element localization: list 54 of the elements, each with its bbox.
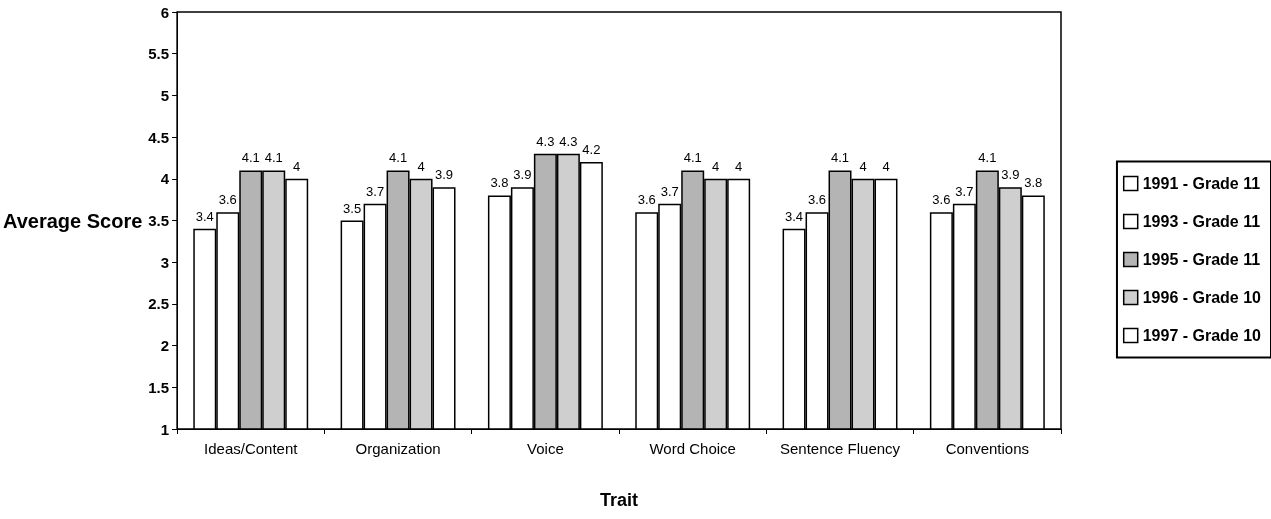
y-tick-label: 4.5 bbox=[148, 128, 170, 146]
x-tick-label: Word Choice bbox=[649, 439, 736, 457]
data-label: 3.6 bbox=[932, 192, 951, 208]
y-tick-label: 4 bbox=[160, 170, 170, 188]
data-label: 4.1 bbox=[241, 150, 260, 166]
data-label: 3.4 bbox=[785, 208, 804, 224]
legend-label: 1995 - Grade 11 bbox=[1142, 251, 1261, 268]
y-tick-label: 3.5 bbox=[148, 212, 170, 229]
x-axis-title: Trait bbox=[600, 490, 639, 510]
data-label: 3.9 bbox=[513, 167, 532, 183]
data-label: 3.6 bbox=[218, 192, 237, 208]
x-tick-label: Conventions bbox=[945, 439, 1030, 457]
data-label: 4 bbox=[712, 158, 720, 174]
y-tick-label: 2 bbox=[160, 337, 170, 355]
data-label: 4.1 bbox=[683, 150, 702, 166]
x-tick-label: Voice bbox=[527, 439, 564, 457]
x-tick-label: Sentence Fluency bbox=[779, 439, 901, 457]
data-label: 3.9 bbox=[1001, 167, 1020, 183]
y-tick-label: 2.5 bbox=[148, 295, 170, 313]
legend-label: 1996 - Grade 10 bbox=[1142, 289, 1262, 306]
y-tick-label: 6 bbox=[160, 3, 170, 21]
data-label: 4 bbox=[735, 158, 743, 174]
x-tick-label: Organization bbox=[355, 439, 441, 457]
data-label: 3.7 bbox=[366, 183, 385, 199]
data-label: 4 bbox=[417, 158, 425, 174]
data-label: 4.3 bbox=[559, 133, 578, 149]
data-label: 4 bbox=[859, 158, 867, 174]
y-axis-title: Average Score bbox=[3, 209, 143, 232]
data-label: 4.1 bbox=[264, 150, 283, 166]
y-tick-label: 1 bbox=[160, 420, 170, 438]
data-label: 3.4 bbox=[195, 208, 214, 224]
data-label: 3.9 bbox=[434, 167, 454, 183]
y-tick-label: 5.5 bbox=[148, 45, 170, 63]
legend-label: 1997 - Grade 10 bbox=[1142, 327, 1262, 344]
data-label: 3.5 bbox=[343, 200, 362, 216]
data-label: 3.6 bbox=[808, 192, 827, 208]
legend-label: 1991 - Grade 11 bbox=[1142, 175, 1261, 192]
data-label: 4.1 bbox=[389, 150, 408, 166]
data-label: 3.8 bbox=[1024, 175, 1043, 191]
data-label: 4.1 bbox=[978, 150, 997, 166]
legend-label: 1993 - Grade 11 bbox=[1142, 213, 1261, 230]
data-label: 3.8 bbox=[490, 175, 509, 191]
data-label: 4 bbox=[293, 158, 301, 174]
data-label: 4 bbox=[882, 158, 890, 174]
data-label: 4.1 bbox=[830, 150, 850, 166]
data-label: 4.2 bbox=[582, 142, 601, 158]
y-tick-label: 5 bbox=[160, 86, 170, 104]
y-tick-label: 1.5 bbox=[148, 378, 170, 396]
data-label: 4.3 bbox=[536, 133, 555, 149]
data-label: 3.7 bbox=[955, 183, 974, 199]
data-label: 3.7 bbox=[660, 183, 679, 199]
data-label: 3.6 bbox=[637, 192, 656, 208]
x-tick-label: Ideas/Content bbox=[204, 439, 299, 457]
y-tick-label: 3 bbox=[160, 253, 170, 271]
